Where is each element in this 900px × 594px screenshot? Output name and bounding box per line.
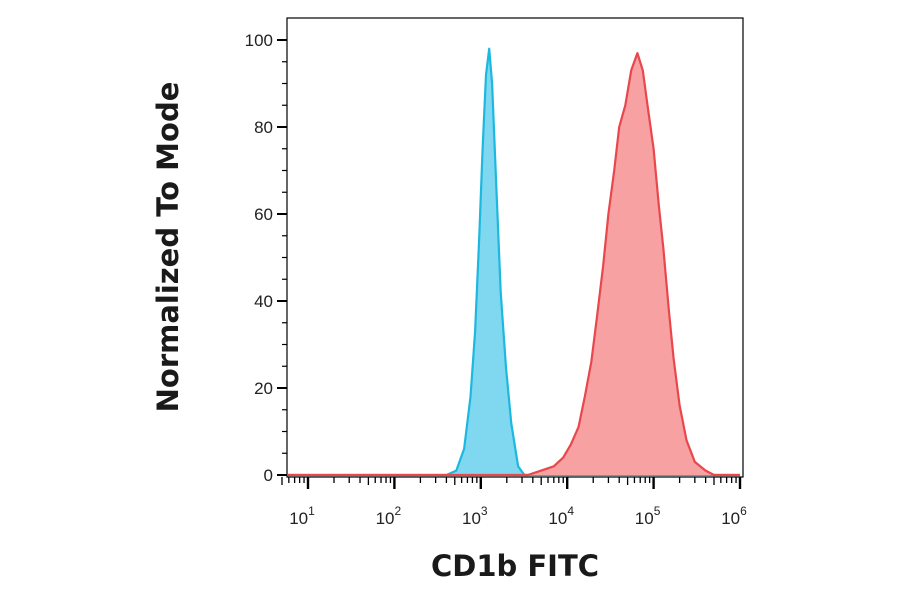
x-tick-label: 101	[289, 504, 315, 528]
axis-layer: 0 20 40 60 80 100 101 102 103 104 105 106	[245, 31, 747, 528]
series-line-1	[288, 52, 740, 477]
series-layer	[288, 47, 740, 477]
y-tick-label: 20	[254, 379, 273, 398]
y-tick-label: 0	[264, 466, 273, 485]
x-tick-label: 102	[376, 504, 402, 528]
x-tick-label: 106	[721, 504, 747, 528]
y-tick-label: 100	[245, 31, 273, 50]
y-tick-label: 60	[254, 205, 273, 224]
y-tick-label: 40	[254, 292, 273, 311]
plot-frame	[286, 17, 744, 478]
series-line-0	[288, 47, 740, 477]
x-tick-label: 103	[462, 504, 488, 528]
y-tick-label: 80	[254, 118, 273, 137]
x-axis-title: CD1b FITC	[431, 549, 599, 583]
x-tick-label: 105	[635, 504, 661, 528]
y-axis-title: Normalized To Mode	[151, 82, 185, 413]
series-fill-1	[288, 53, 740, 475]
x-tick-label: 104	[548, 504, 574, 528]
